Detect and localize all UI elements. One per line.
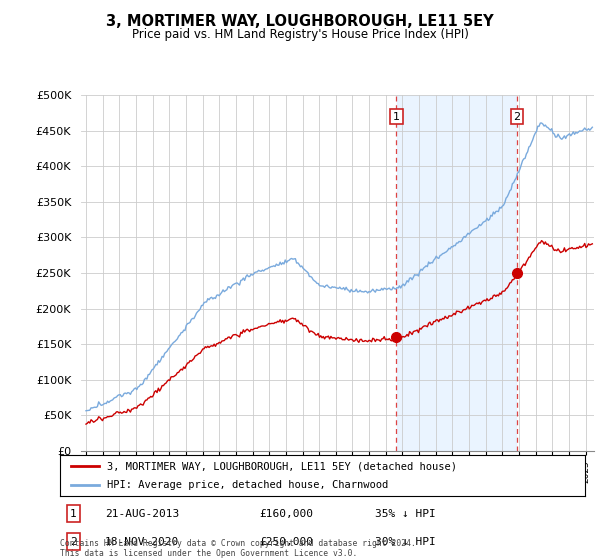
Text: £160,000: £160,000 bbox=[260, 508, 314, 519]
Text: 2: 2 bbox=[514, 111, 521, 122]
Text: 18-NOV-2020: 18-NOV-2020 bbox=[104, 536, 179, 547]
Text: 2: 2 bbox=[70, 536, 77, 547]
Text: Contains HM Land Registry data © Crown copyright and database right 2024.
This d: Contains HM Land Registry data © Crown c… bbox=[60, 539, 416, 558]
Text: 3, MORTIMER WAY, LOUGHBOROUGH, LE11 5EY: 3, MORTIMER WAY, LOUGHBOROUGH, LE11 5EY bbox=[106, 14, 494, 29]
Text: 30% ↓ HPI: 30% ↓ HPI bbox=[375, 536, 436, 547]
Text: 1: 1 bbox=[393, 111, 400, 122]
Text: 21-AUG-2013: 21-AUG-2013 bbox=[104, 508, 179, 519]
Text: 35% ↓ HPI: 35% ↓ HPI bbox=[375, 508, 436, 519]
Text: HPI: Average price, detached house, Charnwood: HPI: Average price, detached house, Char… bbox=[107, 480, 389, 489]
Text: £250,000: £250,000 bbox=[260, 536, 314, 547]
Text: Price paid vs. HM Land Registry's House Price Index (HPI): Price paid vs. HM Land Registry's House … bbox=[131, 28, 469, 41]
Text: 3, MORTIMER WAY, LOUGHBOROUGH, LE11 5EY (detached house): 3, MORTIMER WAY, LOUGHBOROUGH, LE11 5EY … bbox=[107, 461, 457, 471]
Text: 1: 1 bbox=[70, 508, 77, 519]
